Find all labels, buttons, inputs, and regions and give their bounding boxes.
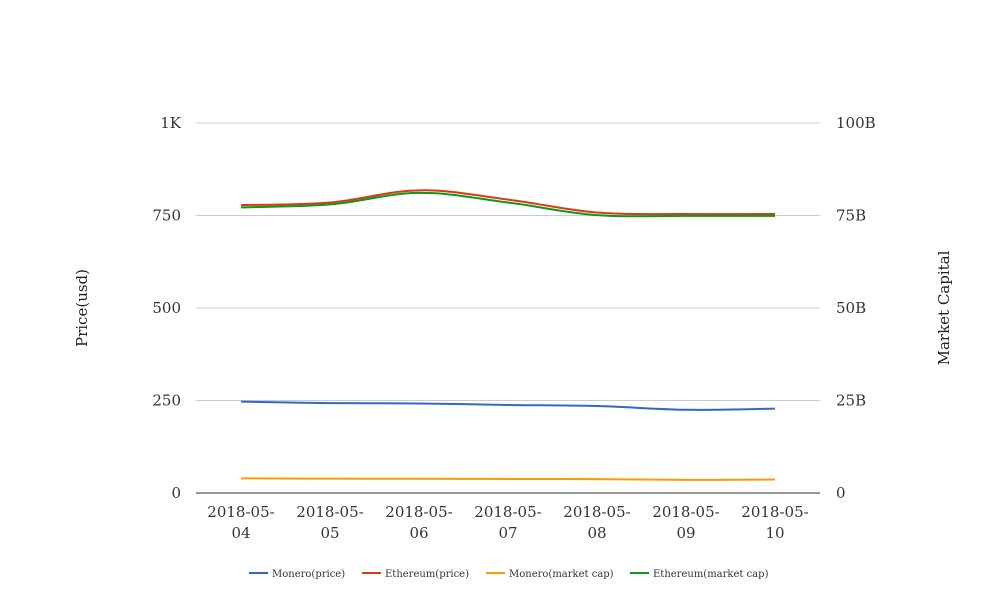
legend: Monero(price) Ethereum(price) Monero(marke…: [249, 569, 769, 580]
y2-tick-label: 75B: [836, 207, 866, 225]
right-axis-ticks: 0 25B 50B 75B 100B: [836, 114, 876, 502]
x-tick-label: 2018-05-10: [741, 503, 808, 542]
series-lines: [240, 189, 776, 481]
legend-item: Ethereum(market cap): [630, 569, 769, 580]
x-axis-ticks: 2018-05-04 2018-05-05 2018-05-06 2018-05-07…: [207, 503, 808, 542]
series-line-monero-price: [240, 400, 776, 411]
x-tick-label: 2018-05-06: [385, 503, 452, 542]
y-tick-label: 1K: [160, 114, 182, 132]
left-axis-ticks: 0 250 500 750 1K: [152, 114, 181, 502]
legend-item: Monero(market cap): [486, 569, 614, 580]
x-tick-label: 2018-05-05: [296, 503, 363, 542]
x-tick-label: 2018-05-08: [563, 503, 630, 542]
legend-label: Monero(price): [272, 569, 345, 580]
y-tick-label: 750: [152, 207, 181, 225]
y2-axis-title: Market Capital: [935, 250, 953, 365]
series-line-ethereum-market-cap: [240, 191, 776, 218]
y2-tick-label: 0: [836, 484, 846, 502]
x-tick-label: 2018-05-09: [652, 503, 719, 542]
legend-item: Ethereum(price): [362, 569, 469, 580]
x-tick-label: 2018-05-04: [207, 503, 274, 542]
y2-tick-label: 25B: [836, 392, 866, 410]
legend-item: Monero(price): [249, 569, 345, 580]
series-line-monero-market-cap: [240, 477, 776, 481]
legend-label: Ethereum(market cap): [653, 569, 769, 580]
y-axis-title: Price(usd): [73, 269, 91, 347]
y-tick-label: 0: [171, 484, 181, 502]
y-tick-label: 250: [152, 392, 181, 410]
y2-tick-label: 100B: [836, 114, 876, 132]
legend-label: Ethereum(price): [385, 569, 469, 580]
legend-label: Monero(market cap): [509, 569, 614, 580]
x-tick-label: 2018-05-07: [474, 503, 541, 542]
y-tick-label: 500: [152, 299, 181, 317]
y2-tick-label: 50B: [836, 299, 866, 317]
series-line-ethereum-price: [240, 189, 776, 216]
gridlines: [196, 122, 820, 494]
